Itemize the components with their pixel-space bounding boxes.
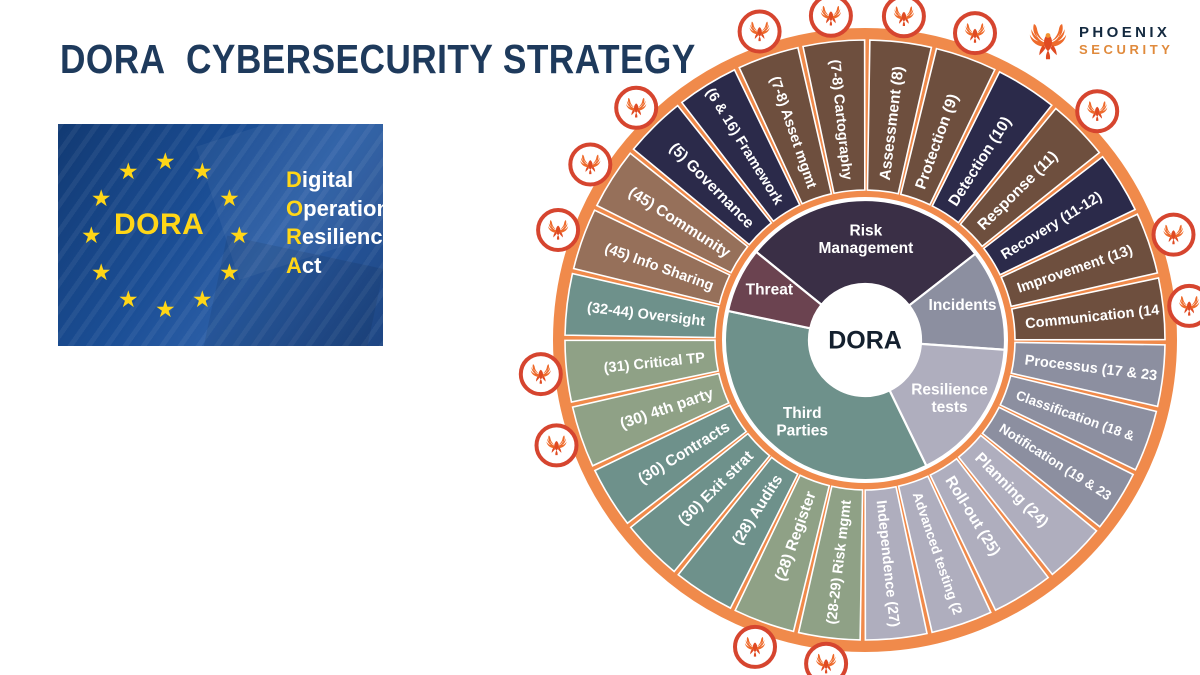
phoenix-badge-icon[interactable]	[518, 352, 563, 397]
phoenix-badge-icon[interactable]	[804, 641, 849, 675]
center-hub-group: DORA	[809, 284, 921, 396]
phoenix-security-logo: PHOENIX SECURITY	[1028, 22, 1174, 60]
sunburst-outer-segment[interactable]	[738, 46, 833, 205]
inner-segment-label: Third Parties	[776, 405, 828, 439]
sunburst-outer-segment[interactable]	[982, 155, 1137, 276]
sunburst-outer-segment[interactable]	[931, 70, 1053, 224]
sunburst-outer-segment[interactable]	[1010, 341, 1166, 408]
acronym-initial: D	[286, 167, 302, 192]
eu-star: ★	[81, 222, 102, 248]
sunburst-outer-segment[interactable]	[864, 485, 928, 641]
eu-star: ★	[219, 185, 240, 211]
acronym-initial: A	[286, 252, 302, 278]
dora-acronym-expansion: Digital Operational Resilience Act	[286, 166, 383, 280]
eu-star: ★	[90, 185, 112, 211]
sunburst-outer-segment[interactable]	[632, 104, 773, 246]
sunburst-outer-segment[interactable]	[957, 434, 1098, 576]
acronym-initial: O	[286, 195, 304, 221]
sunburst-outer-segment[interactable]	[897, 475, 992, 634]
phoenix-badge-icon[interactable]	[881, 0, 926, 39]
eu-star: ★	[192, 157, 213, 184]
logo-line-phoenix: PHOENIX	[1079, 24, 1171, 42]
center-hub	[809, 284, 921, 396]
phoenix-badge-icon[interactable]	[1151, 212, 1196, 257]
acronym-line: Resilience	[286, 223, 383, 252]
inner-segment-label: Incidents	[929, 297, 997, 314]
card-hatch-pattern	[58, 124, 383, 346]
sunburst-outer-segment[interactable]	[595, 152, 749, 274]
acronym-rest: igital	[301, 167, 354, 192]
sunburst-outer-segment[interactable]	[1000, 213, 1159, 308]
sunburst-outer-segment[interactable]	[629, 432, 771, 573]
page-title-lead: DORA	[60, 36, 166, 82]
acronym-initial: R	[286, 224, 302, 250]
sunburst-outer-segment[interactable]	[593, 404, 748, 525]
eu-star: ★	[192, 286, 213, 313]
inner-segment-label: Threat	[746, 281, 793, 298]
sunburst-outer-segment[interactable]	[677, 456, 799, 610]
sunburst-outer-segment[interactable]	[564, 272, 720, 339]
acronym-line: Act	[286, 252, 383, 281]
eu-star: ★	[155, 296, 176, 322]
acronym-rest: perational	[303, 195, 383, 221]
sunburst-outer-segment[interactable]	[929, 457, 1050, 612]
acronym-line: Operational	[286, 195, 383, 224]
eu-star: ★	[219, 259, 240, 285]
phoenix-badge-icon[interactable]	[534, 423, 579, 468]
inner-segment-label: Resilience tests	[911, 382, 988, 416]
phoenix-badge-icon[interactable]	[536, 208, 581, 252]
phoenix-badge-icon[interactable]	[614, 85, 659, 130]
page-title: DORA CYBERSECURITY STRATEGY	[60, 36, 696, 83]
eu-star: ★	[118, 157, 139, 184]
sunburst-outer-segment[interactable]	[572, 209, 731, 306]
dora-wordmark: DORA	[114, 208, 205, 241]
page-title-rest: CYBERSECURITY STRATEGY	[186, 36, 696, 82]
phoenix-badge-icon[interactable]	[737, 9, 782, 54]
eu-stars-circle: ★ ★ ★ ★ ★ ★ ★ ★ ★ ★ ★ ★	[76, 146, 256, 326]
acronym-rest: esilience	[301, 224, 383, 250]
sunburst-outer-segment[interactable]	[797, 485, 864, 641]
center-label: DORA	[828, 327, 902, 355]
sunburst-outer-segment[interactable]	[981, 406, 1135, 528]
acronym-line: Digital	[286, 166, 383, 195]
sunburst-outer-segment[interactable]	[571, 372, 730, 467]
dora-sunburst-chart: Risk Management Incidents Resilience tests Th…	[518, 0, 1200, 675]
phoenix-badge-icon[interactable]	[953, 11, 997, 56]
eu-star: ★	[90, 259, 112, 285]
sunburst-outer-segment[interactable]	[564, 339, 720, 403]
eu-star: ★	[118, 286, 139, 313]
phoenix-bird-icon	[1029, 24, 1067, 60]
phoenix-badge-icon[interactable]	[808, 0, 853, 38]
sunburst-outer-segment[interactable]	[959, 107, 1101, 248]
phoenix-badge-icon[interactable]	[1075, 89, 1120, 134]
phoenix-badge-icon[interactable]	[568, 142, 613, 187]
logo-line-security: SECURITY	[1079, 42, 1174, 58]
phoenix-badge-icon[interactable]	[1167, 283, 1200, 328]
sunburst-svg: Risk Management Incidents Resilience tests Th…	[518, 0, 1200, 675]
outer-segments-group	[564, 39, 1166, 641]
sunburst-outer-segment[interactable]	[802, 39, 866, 195]
sunburst-outer-segment[interactable]	[1010, 277, 1166, 341]
sunburst-outer-segment[interactable]	[899, 47, 996, 206]
inner-segment-label: Risk Management	[819, 223, 914, 257]
sunburst-outer-segment[interactable]	[999, 374, 1158, 471]
sunburst-outer-segment[interactable]	[680, 68, 801, 223]
dora-eu-card: ★★★★★★★★★★★★ DORA Digital Operational Re…	[58, 124, 383, 346]
sunburst-outer-segment[interactable]	[734, 474, 831, 633]
eu-star: ★	[155, 148, 176, 174]
phoenix-badge-icon[interactable]	[733, 624, 777, 669]
acronym-rest: ct	[301, 252, 322, 278]
eu-star: ★	[229, 222, 250, 248]
sunburst-outer-segment[interactable]	[866, 39, 933, 195]
